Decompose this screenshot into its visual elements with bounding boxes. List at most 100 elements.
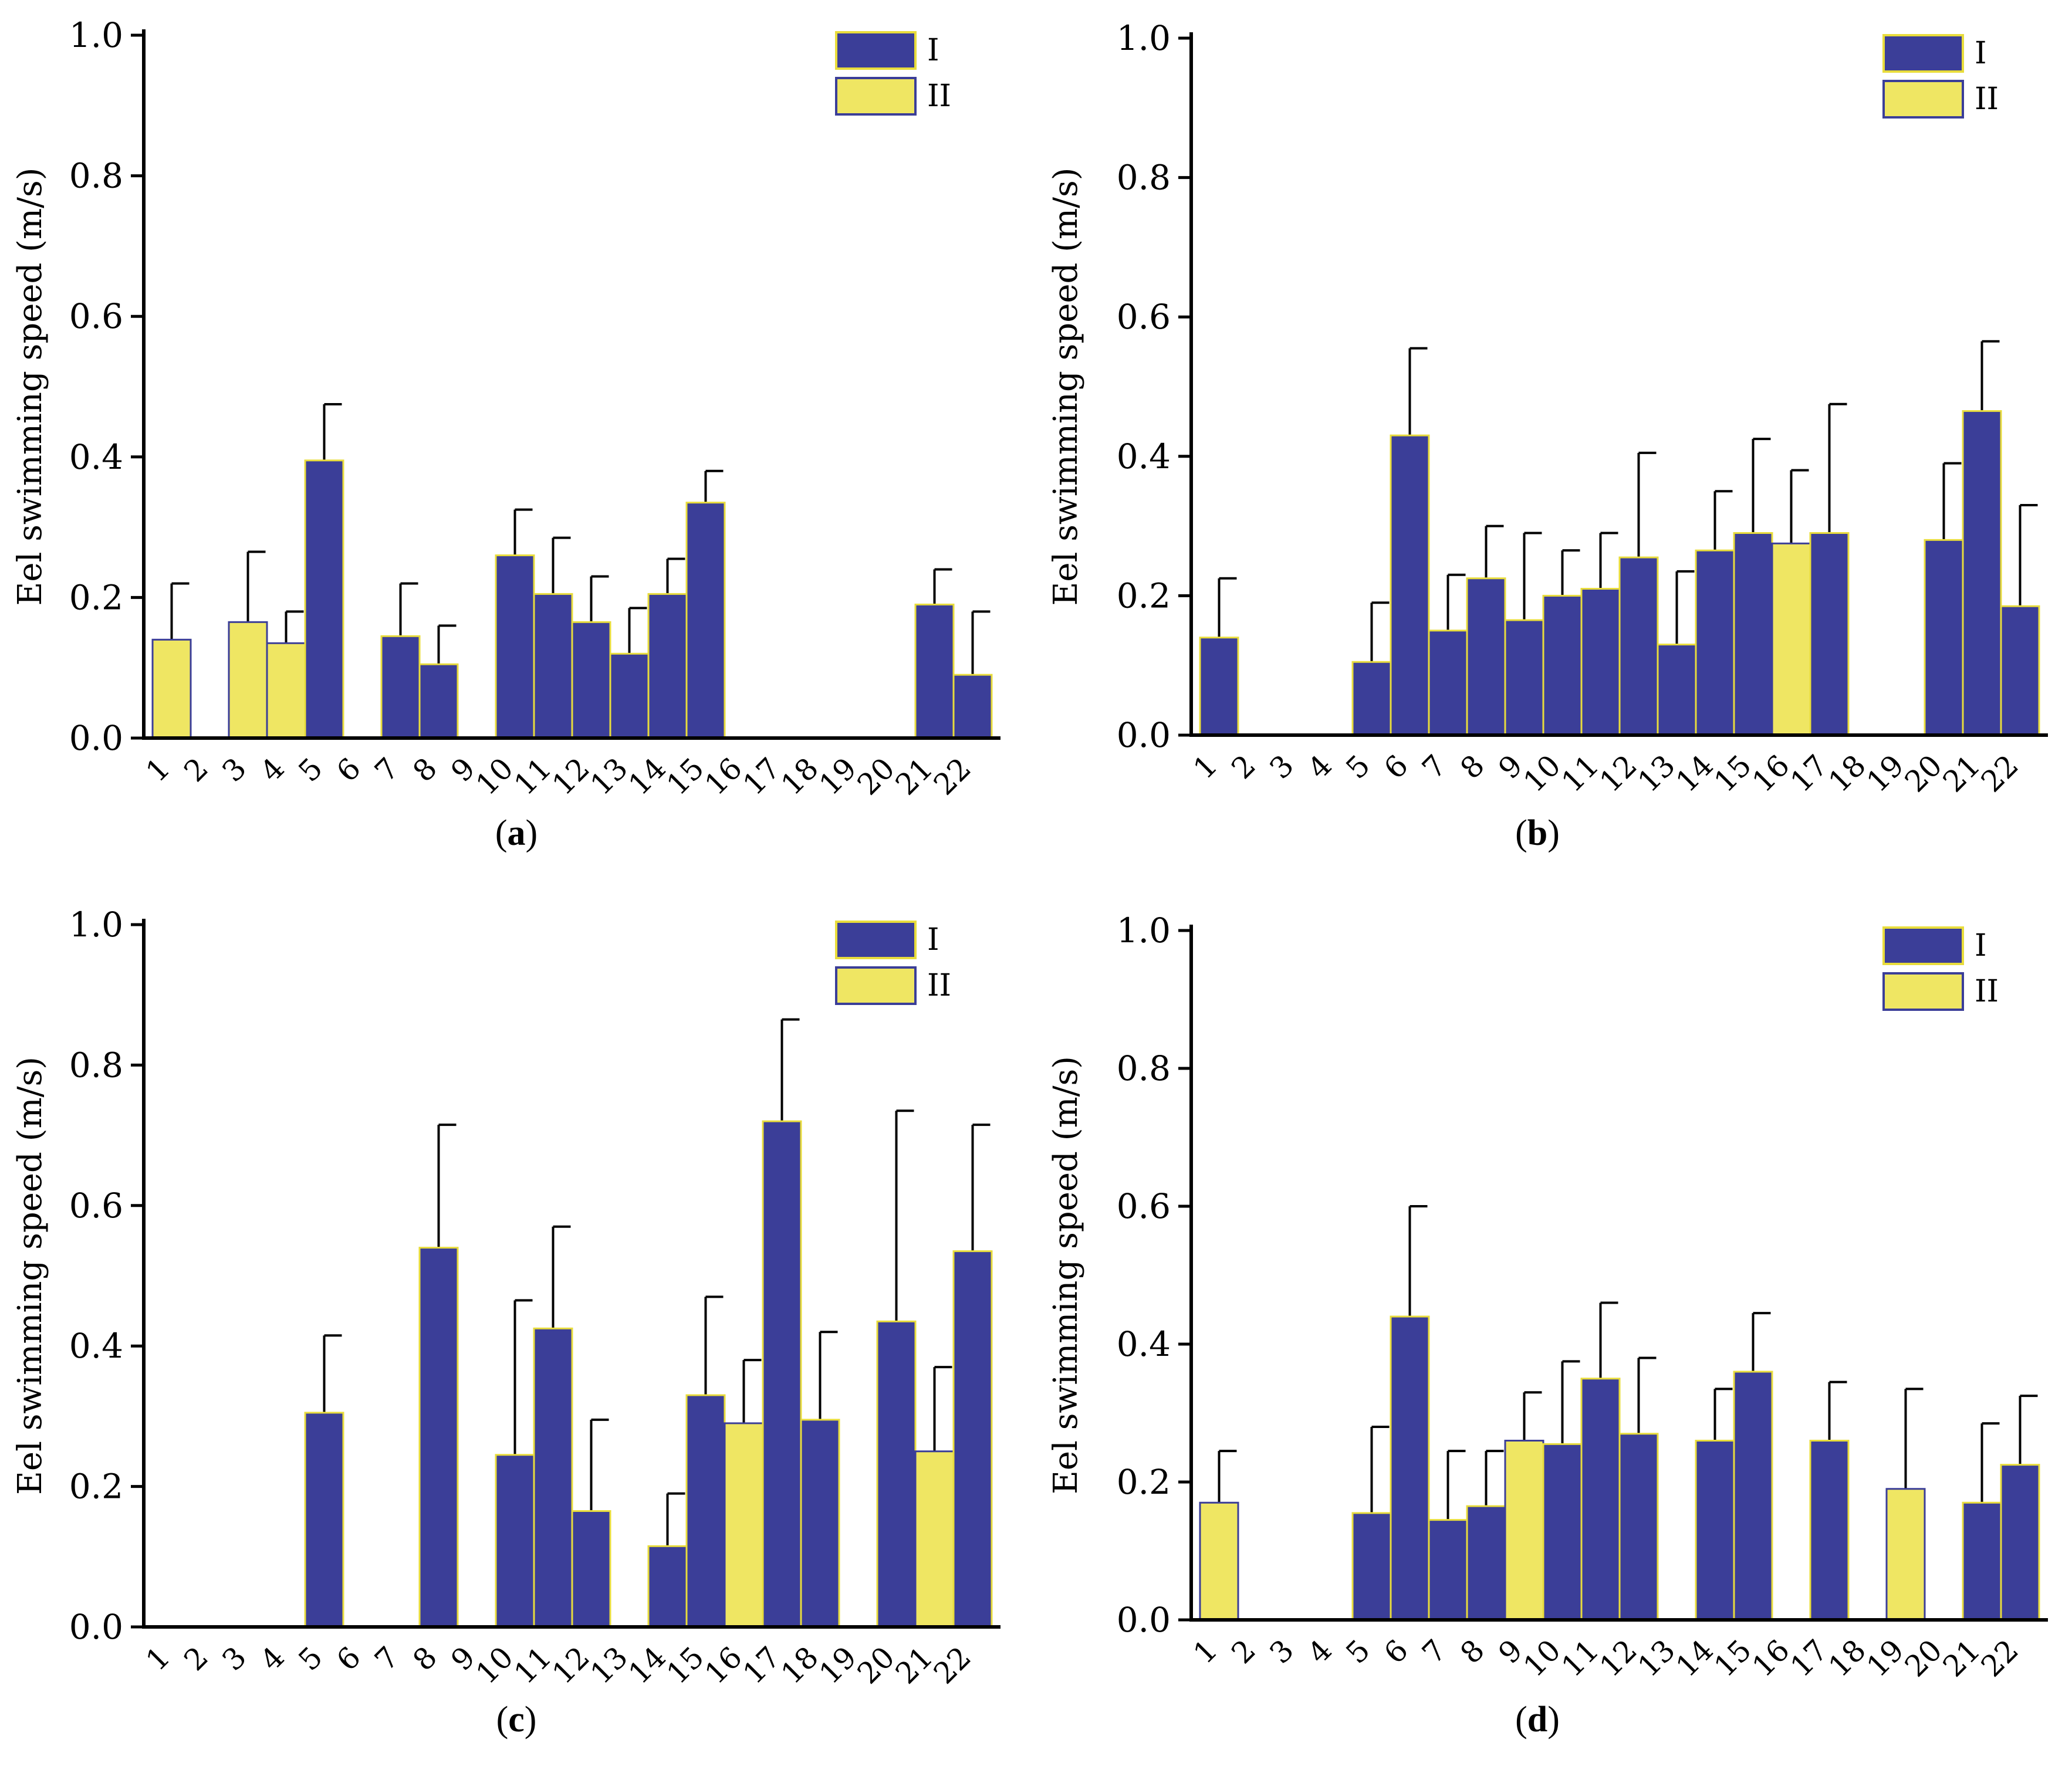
x-tick-label: 4: [253, 1640, 291, 1677]
bar-6: [1390, 1315, 1430, 1621]
y-axis-label: Eel swimming speed (m/s): [1047, 167, 1085, 605]
y-tick-label: 0.6: [1117, 1186, 1171, 1226]
legend-swatch-II: [1882, 80, 1964, 119]
x-tick-label: 2: [177, 751, 215, 789]
legend-swatch-II: [835, 77, 917, 116]
bar-12: [571, 621, 611, 739]
legend-swatch-I: [835, 31, 917, 70]
x-tick-label: 3: [215, 751, 253, 789]
bar-13: [609, 652, 650, 739]
bar-5: [304, 1412, 344, 1628]
x-tick-label: 7: [368, 1640, 405, 1677]
bar-17: [1809, 1440, 1850, 1621]
plot-d: 0.00.20.40.60.81.01 2 3 4 5 6 7 8 91011121314151…: [1047, 911, 2048, 1683]
bar-15: [685, 502, 726, 739]
x-tick-label: 4: [1301, 748, 1338, 786]
x-tick-label: 2: [1225, 748, 1262, 786]
x-tick-label: 4: [253, 751, 291, 789]
bar-17: [1809, 532, 1850, 736]
chart-c: 0.00.20.40.60.81.01 2 3 4 5 6 7 8 91011121314151…: [11, 905, 1000, 1690]
bar-21: [1962, 410, 2002, 736]
y-axis-label: Eel swimming speed (m/s): [11, 167, 49, 605]
x-tick-label: 1: [139, 751, 177, 789]
chart-a: 0.00.20.40.60.81.01 2 3 4 5 6 7 8 91011121314151…: [11, 15, 1000, 801]
y-tick-label: 0.8: [69, 1045, 123, 1085]
x-tick-label: 7: [1415, 1633, 1453, 1670]
x-tick-label: 3: [1263, 1633, 1300, 1670]
x-tick-label: 8: [1454, 748, 1491, 786]
chart-b: 0.00.20.40.60.81.01 2 3 4 5 6 7 8 91011121314151…: [1047, 18, 2048, 798]
y-tick-label: 0.8: [69, 156, 123, 196]
y-tick-label: 0.4: [1117, 437, 1171, 476]
legend-swatch-II: [835, 966, 917, 1005]
x-tick-label: 7: [1415, 748, 1453, 786]
bar-1: [151, 638, 192, 739]
x-tick-label: 5: [292, 1640, 329, 1677]
panel-b: 0.0 0.2 0.4 0.6 0.8 1.0 1 2 3 4 5 6 7 8 9 10 11 12 13 14 15 1…: [1036, 0, 2072, 886]
bar-22: [2000, 1464, 2040, 1621]
x-tick-label: 2: [177, 1640, 215, 1677]
y-tick-label: 0.2: [69, 1467, 123, 1507]
legend-label-II: II: [1975, 82, 1999, 117]
x-tick-label: 6: [1377, 748, 1415, 786]
bar-8: [1466, 1505, 1506, 1621]
y-tick-label: 0.2: [69, 577, 123, 617]
x-tick-label: 6: [330, 1640, 367, 1677]
bar-20: [876, 1320, 917, 1628]
x-tick-label: 5: [292, 751, 329, 789]
panel-a: 0.0 0.2 0.4 0.6 0.8 1.0 1 2 3 4 5 6 7 8 9 10 11 12 13 14 15 1…: [0, 0, 1036, 886]
legend-label-I: I: [927, 922, 939, 957]
legend-label-I: I: [927, 33, 939, 68]
y-tick-label: 0.6: [69, 1186, 123, 1226]
bar-9: [1504, 619, 1544, 736]
x-tick-label: 2: [1225, 1633, 1262, 1670]
y-tick-label: 0.0: [1117, 1600, 1171, 1640]
bar-18: [800, 1419, 840, 1628]
bar-3: [228, 621, 268, 739]
bar-7: [380, 635, 421, 739]
y-tick-label: 0.4: [1117, 1324, 1171, 1364]
plot-c: 0.00.20.40.60.81.01 2 3 4 5 6 7 8 91011121314151…: [11, 905, 1000, 1690]
chart-d: 0.00.20.40.60.81.01 2 3 4 5 6 7 8 91011121314151…: [1047, 911, 2048, 1683]
bar-22: [952, 674, 993, 739]
bar-6: [1390, 434, 1430, 736]
legend-swatch-II: [1882, 972, 1964, 1011]
bar-14: [1695, 1440, 1735, 1621]
x-tick-label: 8: [406, 751, 444, 789]
caption-a: (a): [495, 813, 538, 853]
x-tick-label: 1: [139, 1640, 177, 1677]
bar-14: [647, 1545, 688, 1628]
x-tick-label: 6: [330, 751, 367, 789]
bar-15: [1733, 532, 1773, 736]
x-tick-label: 8: [406, 1640, 444, 1677]
bar-15: [685, 1394, 726, 1628]
y-tick-label: 0.0: [1117, 715, 1171, 755]
x-tick-label: 3: [215, 1640, 253, 1677]
x-tick-label: 1: [1187, 1633, 1224, 1670]
bar-16: [724, 1422, 764, 1628]
panel-d: 0.0 0.2 0.4 0.6 0.8 1.0 1 2 3 4 5 6 7 8 9 10 11 12 13 14 15 1…: [1036, 886, 2072, 1773]
bar-22: [952, 1250, 993, 1628]
bar-11: [533, 593, 573, 739]
x-tick-label: 6: [1377, 1633, 1415, 1670]
y-tick-label: 0.8: [1117, 158, 1171, 198]
bar-21: [914, 603, 955, 739]
y-tick-label: 1.0: [69, 15, 123, 55]
bar-12: [1618, 1433, 1659, 1621]
bar-12: [571, 1510, 611, 1628]
bar-21: [914, 1450, 955, 1628]
y-tick-label: 0.6: [69, 296, 123, 336]
bar-10: [495, 1454, 535, 1628]
x-tick-label: 22: [927, 1640, 978, 1690]
y-tick-label: 1.0: [1117, 18, 1171, 58]
caption-b: (b): [1515, 813, 1560, 853]
bar-11: [533, 1327, 573, 1628]
bar-17: [762, 1120, 802, 1628]
bar-13: [1657, 644, 1697, 736]
x-tick-label: 8: [1454, 1633, 1491, 1670]
y-tick-label: 0.6: [1117, 297, 1171, 337]
x-tick-label: 5: [1339, 748, 1377, 786]
x-tick-label: 22: [1975, 1633, 2025, 1683]
y-tick-label: 0.0: [69, 718, 123, 758]
bar-9: [1504, 1440, 1544, 1621]
